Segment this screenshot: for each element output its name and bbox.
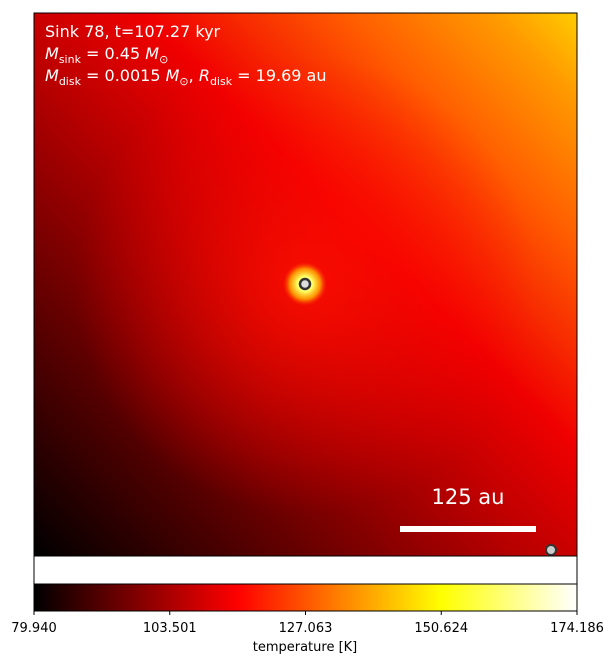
companion-sink-marker	[545, 544, 557, 556]
subscript: sink	[59, 53, 82, 66]
scale-bar-label: 125 au	[432, 485, 505, 509]
colorbar: temperature [K] 79.940 103.501 127.063 150.…	[11, 583, 604, 655]
colorbar-tick-label: 103.501	[143, 621, 197, 636]
colorbar-tick-label: 79.940	[11, 621, 57, 636]
math-symbol: M	[45, 66, 59, 85]
subscript: disk	[59, 75, 82, 88]
math-symbol: R	[199, 66, 210, 85]
math-symbol: M	[45, 44, 59, 63]
annotation: Sink 78, t=107.27 kyr Msink​ = 0.45 M⊙​Md…	[45, 22, 327, 88]
subscript: ⊙	[179, 75, 188, 88]
subscript: ⊙	[159, 53, 168, 66]
text: = 19.69 au	[232, 66, 326, 85]
text: Sink 78, t=107.27 kyr	[45, 22, 221, 41]
math-symbol: M	[166, 66, 180, 85]
colorbar-tick-label: 150.624	[414, 621, 468, 636]
text: = 0.0015	[81, 66, 166, 85]
text: ,	[189, 66, 199, 85]
subscript: disk	[210, 75, 233, 88]
annotation-line: Msink​ = 0.45 M⊙​	[45, 44, 168, 66]
colorbar-gradient	[33, 583, 578, 612]
colorbar-tick-label: 174.186	[550, 621, 604, 636]
math-symbol: M	[145, 44, 159, 63]
colorbar-tick-label: 127.063	[279, 621, 333, 636]
sink-marker	[298, 277, 312, 291]
annotation-line: Mdisk​ = 0.0015 M⊙​, Rdisk​ = 19.69 au	[45, 66, 327, 88]
text: = 0.45	[81, 44, 145, 63]
map-panel: 125 au Sink 78, t=107.27 kyr Msink​ = 0.4…	[33, 12, 578, 585]
colorbar-label: temperature [K]	[253, 640, 358, 655]
annotation-line: Sink 78, t=107.27 kyr	[45, 22, 221, 41]
